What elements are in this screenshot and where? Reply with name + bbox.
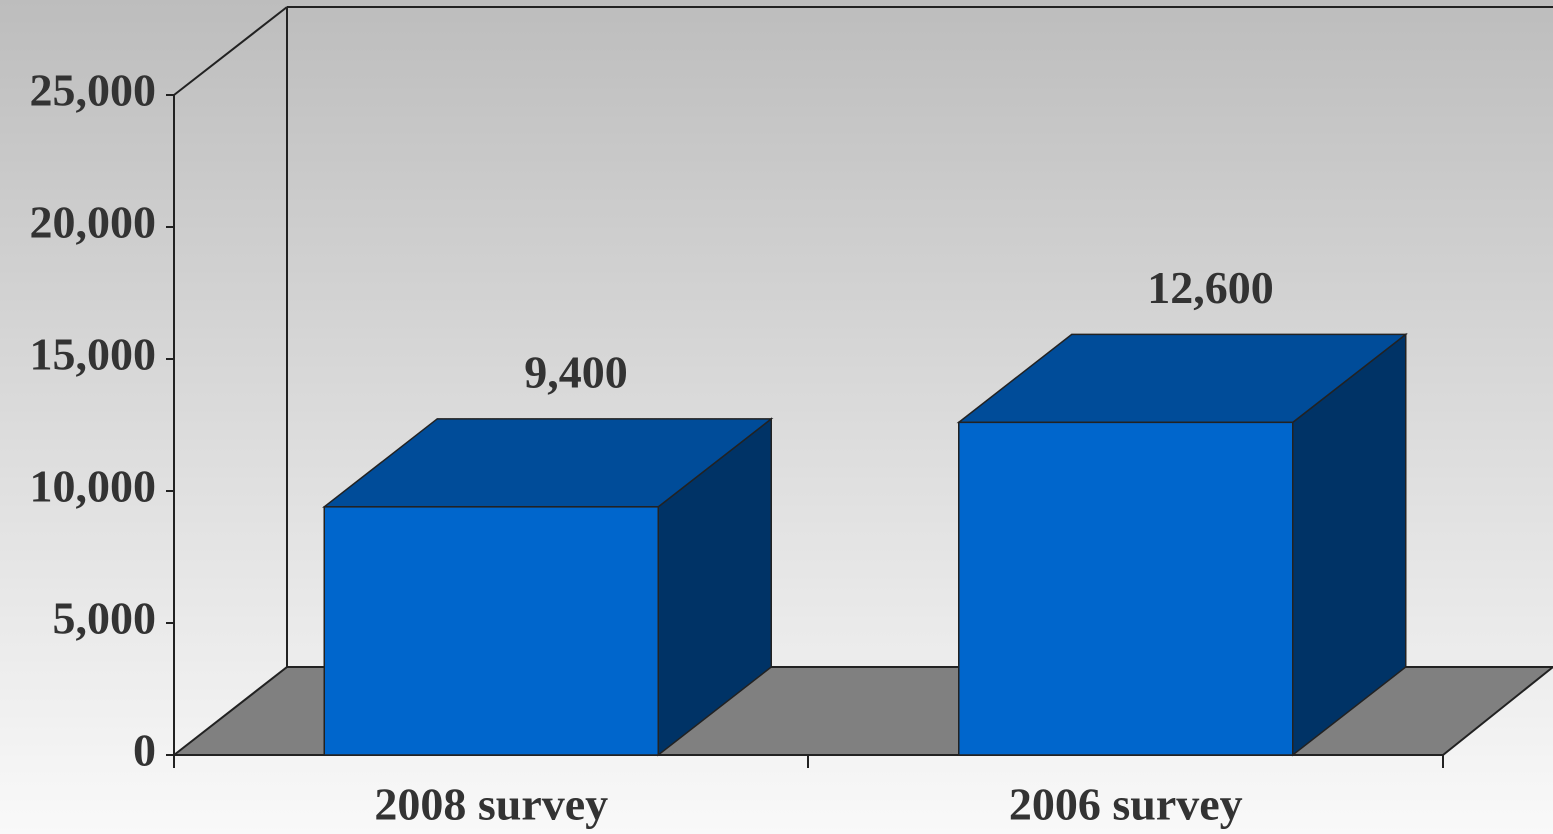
x-tick-label: 2006 survey	[1009, 779, 1243, 830]
data-label: 12,600	[1147, 262, 1274, 313]
x-tick-label: 2008 survey	[374, 779, 608, 830]
y-tick-label: 20,000	[30, 197, 157, 248]
data-label: 9,400	[524, 346, 628, 397]
y-tick-label: 25,000	[30, 65, 157, 116]
bar	[958, 421, 1294, 756]
y-tick-label: 10,000	[30, 461, 157, 512]
y-tick-label: 0	[133, 725, 156, 776]
y-tick-label: 15,000	[30, 329, 157, 380]
bar	[323, 506, 659, 756]
side-wall-top	[173, 6, 288, 96]
y-tick-label: 5,000	[53, 593, 157, 644]
